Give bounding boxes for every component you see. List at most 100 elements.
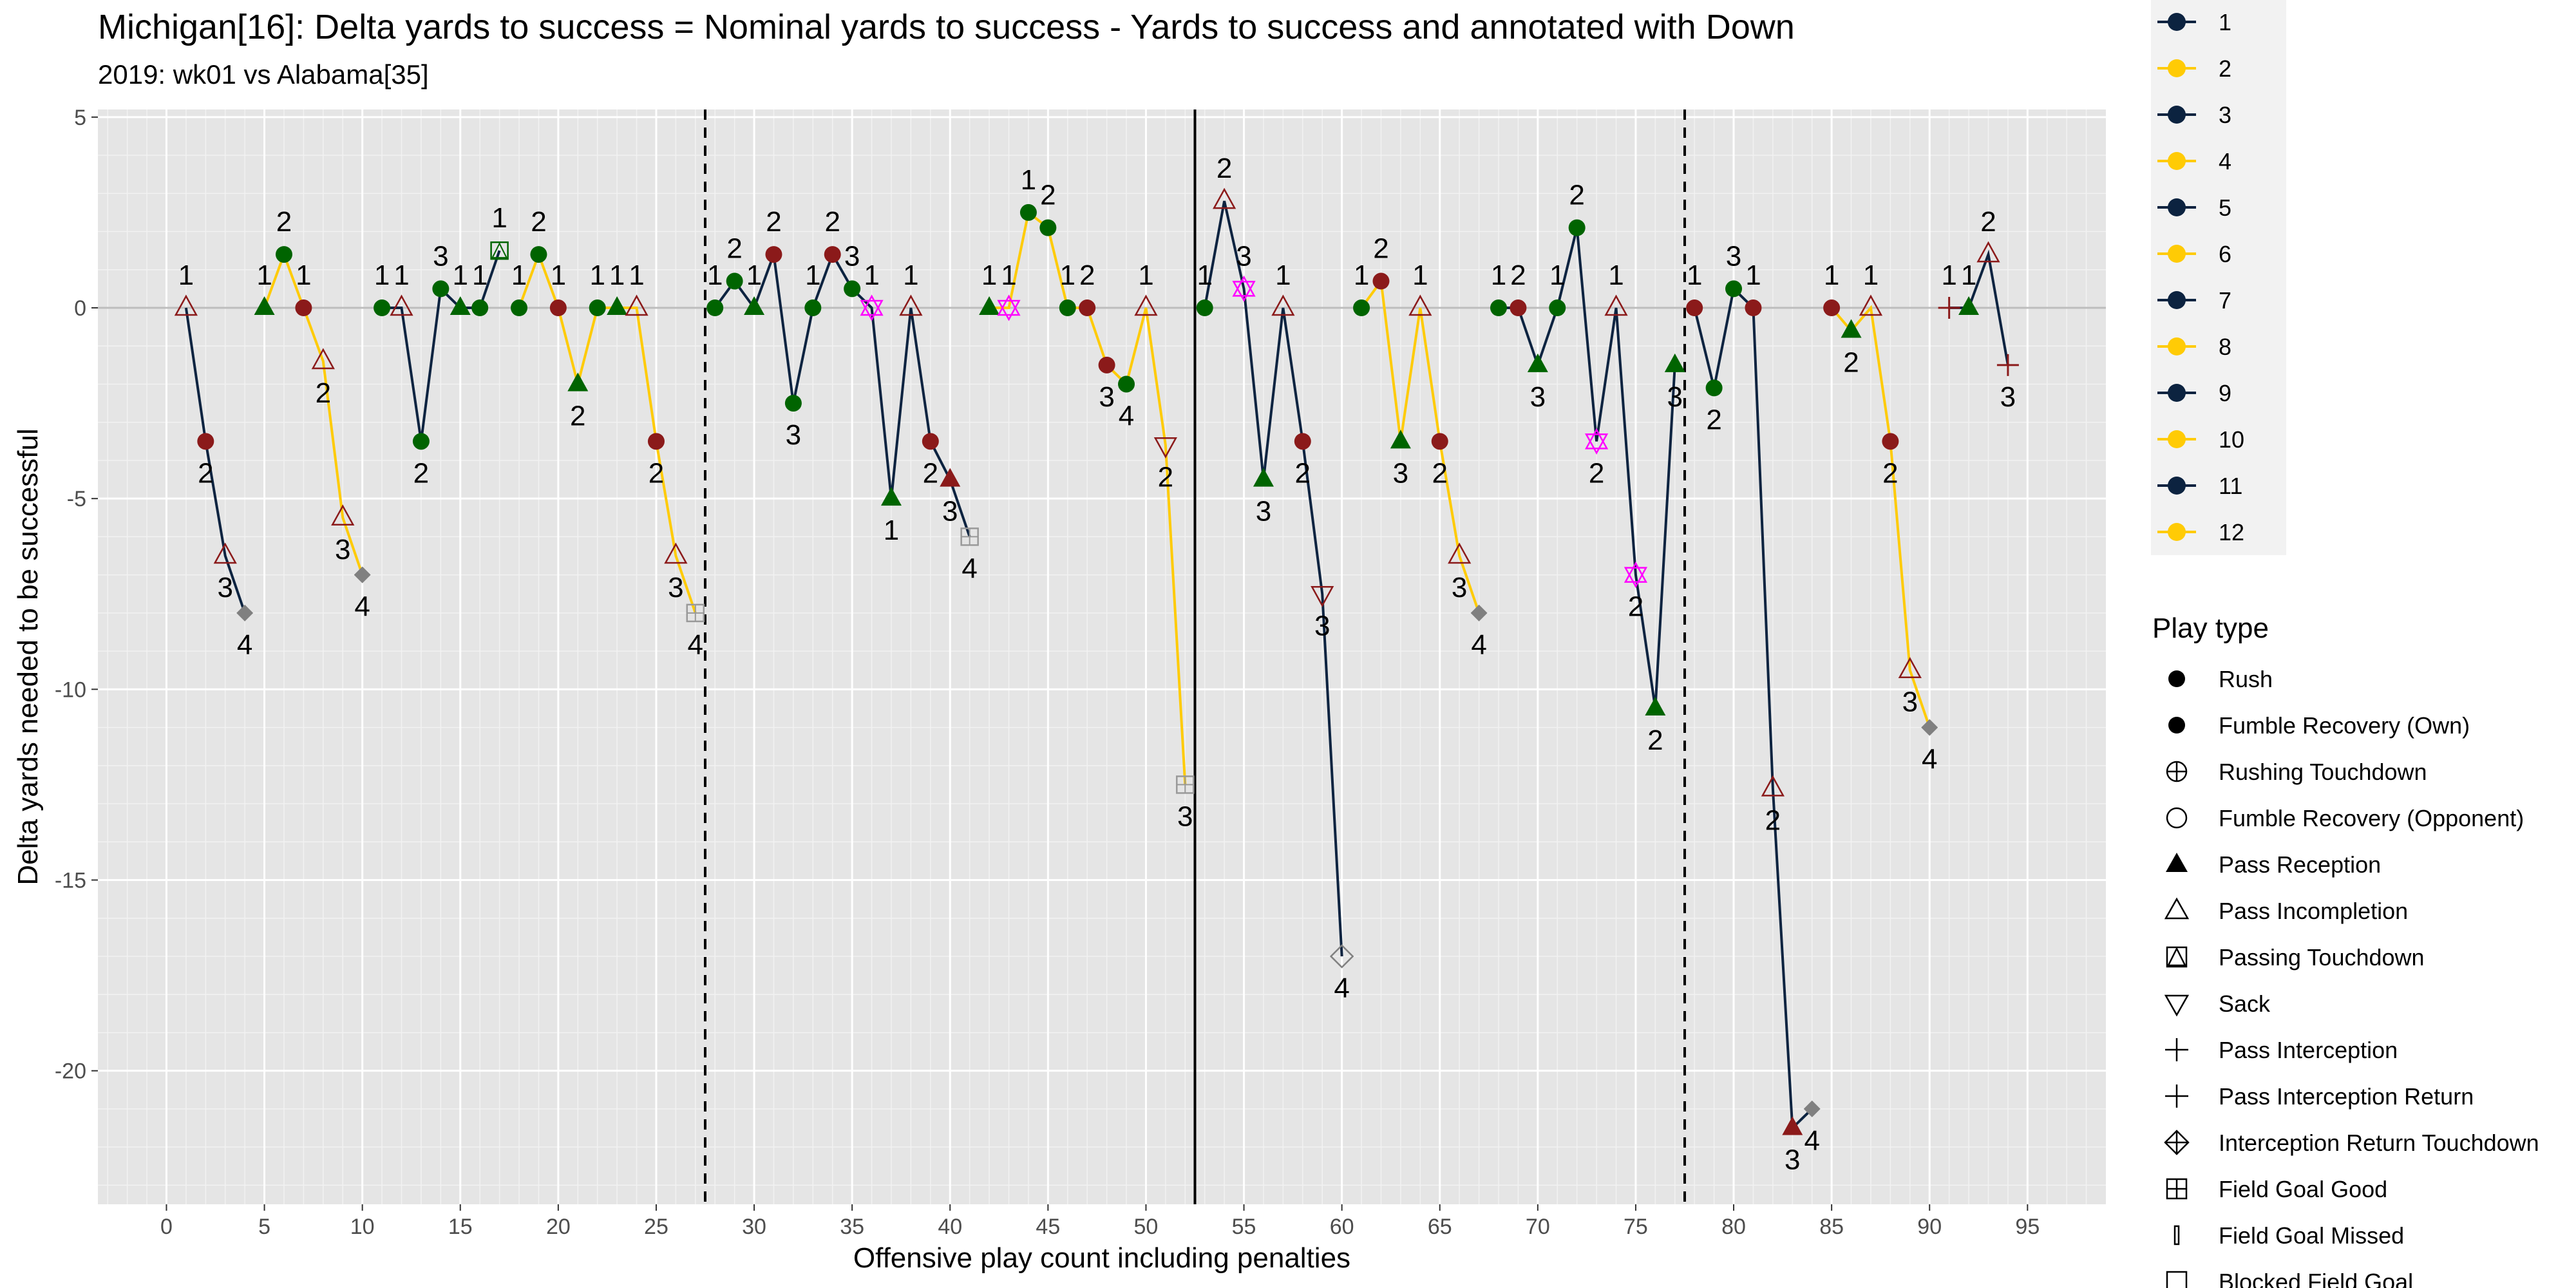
drive-separators [704,109,1686,1204]
point-circle [295,299,312,317]
point-circle [511,299,528,317]
down-label: 2 [1980,206,1996,238]
point-circle [1039,219,1057,236]
down-label: 2 [726,233,742,265]
point-triangle-open [174,294,198,316]
legend-drive-key-dot [2168,245,2186,263]
down-label: 2 [570,400,585,431]
down-label: 2 [1628,591,1643,623]
point-circle [275,246,292,263]
down-label: 2 [1040,180,1056,211]
drive-line-1 [184,307,247,614]
point-square-open-inner [491,242,508,259]
legend-key-bar [2174,1225,2180,1245]
x-tick-label: 70 [1526,1215,1550,1239]
down-label: 1 [256,260,272,291]
point-circle [1098,356,1115,374]
point-triangle [744,296,765,316]
down-label: 2 [824,206,840,238]
down-label: 3 [1177,800,1193,832]
down-label: 3 [1667,381,1683,413]
point-star-up [1584,428,1609,450]
point-triangle-down-open [1311,586,1334,607]
point-circle [1745,299,1762,317]
legend-drive-key-dot [2168,384,2186,402]
point-circle [1705,379,1723,397]
point-diamond-open [1329,944,1354,969]
down-label: 1 [981,260,997,291]
point-triangle-open [625,294,649,316]
down-label: 1 [1001,260,1016,291]
point-circle [432,280,450,298]
legend-drive-key-dot [2168,430,2186,448]
drive-line-2 [263,251,364,576]
point-circle [1725,280,1743,298]
point-triangle [1958,296,1980,316]
down-label: 2 [1706,404,1721,435]
down-label: 4 [1471,629,1486,661]
down-label: 3 [1452,572,1467,603]
down-label: 1 [1412,260,1428,291]
legend-drive-label: 9 [2219,380,2231,406]
down-label: 1 [374,260,390,291]
down-label: 1 [1745,260,1761,291]
legend-key-square-tri-inner [2166,947,2187,967]
point-circle [844,280,861,298]
down-label: 1 [1824,260,1839,291]
point-star-up [997,294,1021,316]
down-label: 1 [511,260,527,291]
legend-drive-label: 4 [2219,148,2231,175]
down-label: 2 [766,206,781,238]
legend-drive-key-dot [2168,106,2186,124]
point-circle [1568,219,1586,236]
down-label: 3 [2000,381,2016,413]
drive-line-9 [1498,227,1676,709]
down-label: 1 [609,260,625,291]
point-circle [1079,299,1096,317]
point-star-down [997,299,1021,321]
chart-title: Michigan[16]: Delta yards to success = N… [98,8,1795,46]
point-triangle-open [1604,294,1628,316]
point-circle [1686,299,1703,317]
y-tick-label: 5 [74,106,86,130]
down-label: 3 [335,534,350,565]
down-label: 1 [178,260,194,291]
legend-drive-key-dot [2168,477,2186,495]
y-tick-label: -15 [55,869,86,893]
point-triangle [607,296,628,316]
down-label: 2 [1569,180,1584,211]
point-circle [706,299,724,317]
x-tick-label: 15 [448,1215,473,1239]
point-triangle [979,296,1000,316]
point-circle [412,433,430,450]
point-star-up [860,294,884,316]
point-triangle-down-open [1153,437,1177,459]
point-triangle-open [1448,542,1472,564]
x-tick-label: 55 [1232,1215,1256,1239]
legend-drive-key-dot [2168,198,2186,216]
point-diamond [1803,1100,1821,1117]
down-label: 2 [1843,347,1859,379]
point-triangle [940,468,961,487]
down-label: 1 [707,260,723,291]
x-tick-label: 0 [160,1215,173,1239]
down-label: 2 [276,206,292,238]
legend-play-type-label: Fumble Recovery (Own) [2219,712,2470,739]
point-circle [1294,433,1311,450]
legend-key-circle-open [2166,807,2188,829]
legend-key-diamond-plus-cross [2165,1131,2188,1154]
y-axis-title: Delta yards needed to be successful [12,428,44,885]
y-tick-label: -5 [67,487,86,511]
x-tick-label: 20 [546,1215,571,1239]
drive-line-5 [714,251,971,538]
point-diamond [1921,719,1938,736]
legend-drive-panel [2151,0,2286,555]
point-circle [1510,299,1527,317]
y-tick-label: 0 [74,296,86,321]
point-circle [1823,299,1841,317]
down-label: 3 [1393,457,1408,489]
point-circle [1118,375,1135,393]
point-circle [197,433,214,450]
point-circle [471,299,489,317]
